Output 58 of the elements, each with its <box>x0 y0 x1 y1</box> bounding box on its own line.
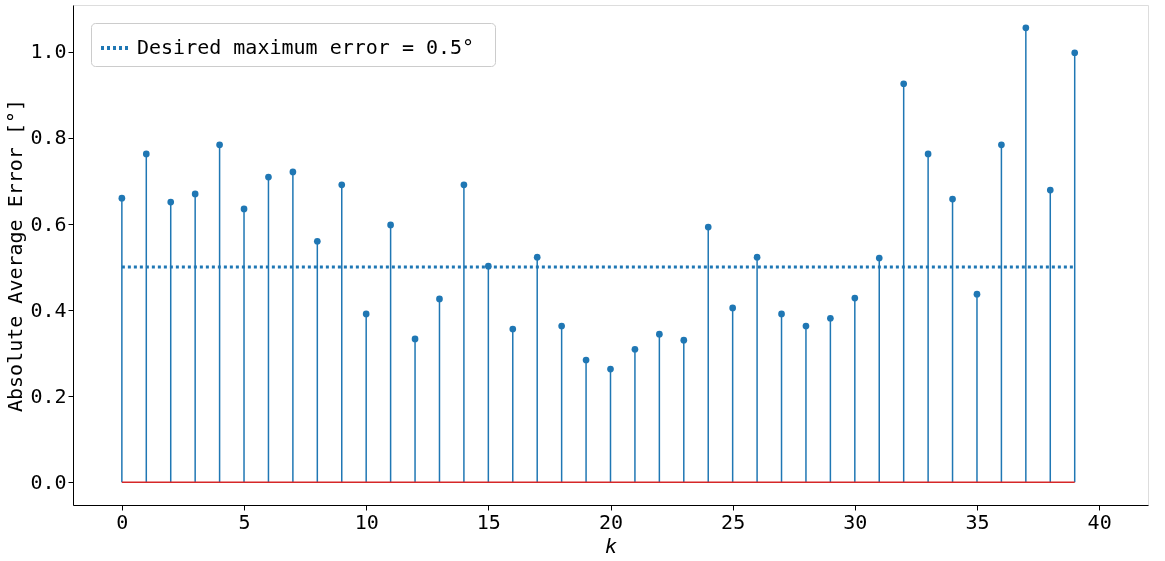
point <box>998 141 1005 149</box>
point <box>558 322 565 330</box>
x-tick-label: 35 <box>965 509 990 534</box>
point <box>509 325 517 333</box>
point <box>1071 49 1079 57</box>
point <box>729 304 737 312</box>
point <box>240 205 248 213</box>
point <box>338 181 346 189</box>
point <box>778 310 785 318</box>
point <box>631 345 639 353</box>
point <box>313 237 321 245</box>
point <box>900 80 908 88</box>
y-tick-label: 0.6 <box>30 211 67 236</box>
point <box>484 262 492 270</box>
y-axis-title: Absolute Average Error [°] <box>3 98 28 413</box>
point <box>851 294 859 302</box>
point <box>680 336 688 344</box>
y-tick-label: 0.4 <box>30 297 67 322</box>
x-tick-label: 20 <box>598 509 624 534</box>
y-tick-label: 0.8 <box>30 125 67 150</box>
x-tick-label: 25 <box>721 509 746 534</box>
point <box>167 198 175 206</box>
x-tick-label: 0 <box>116 509 129 534</box>
point <box>802 322 810 330</box>
point <box>973 290 981 298</box>
x-tick-label: 5 <box>238 509 251 534</box>
point <box>387 221 394 229</box>
point <box>142 150 150 158</box>
point <box>704 223 712 231</box>
legend-label: Desired maximum error = 0.5° <box>137 35 475 59</box>
x-tick-label: 10 <box>354 509 379 534</box>
x-tick-label: 30 <box>843 509 868 534</box>
point <box>924 150 932 158</box>
x-tick-label: 40 <box>1087 509 1112 534</box>
point <box>949 195 956 203</box>
y-tick-label: 1.0 <box>30 39 67 64</box>
point <box>875 254 883 262</box>
point <box>1022 24 1030 32</box>
point <box>289 168 297 176</box>
point <box>827 314 834 322</box>
x-axis-title: k <box>604 533 618 558</box>
point <box>118 194 126 202</box>
point <box>533 253 541 261</box>
point <box>582 356 590 364</box>
y-tick-label: 0.0 <box>30 469 67 494</box>
point <box>753 253 761 261</box>
point <box>1046 186 1054 194</box>
point <box>656 330 663 338</box>
point <box>460 181 468 189</box>
y-tick-label: 0.2 <box>30 383 67 408</box>
point <box>411 335 419 343</box>
point <box>191 190 199 198</box>
point <box>607 365 614 373</box>
x-tick-label: 15 <box>476 509 501 534</box>
point <box>265 173 272 181</box>
point <box>436 295 443 303</box>
point <box>362 310 370 318</box>
point <box>216 141 223 149</box>
